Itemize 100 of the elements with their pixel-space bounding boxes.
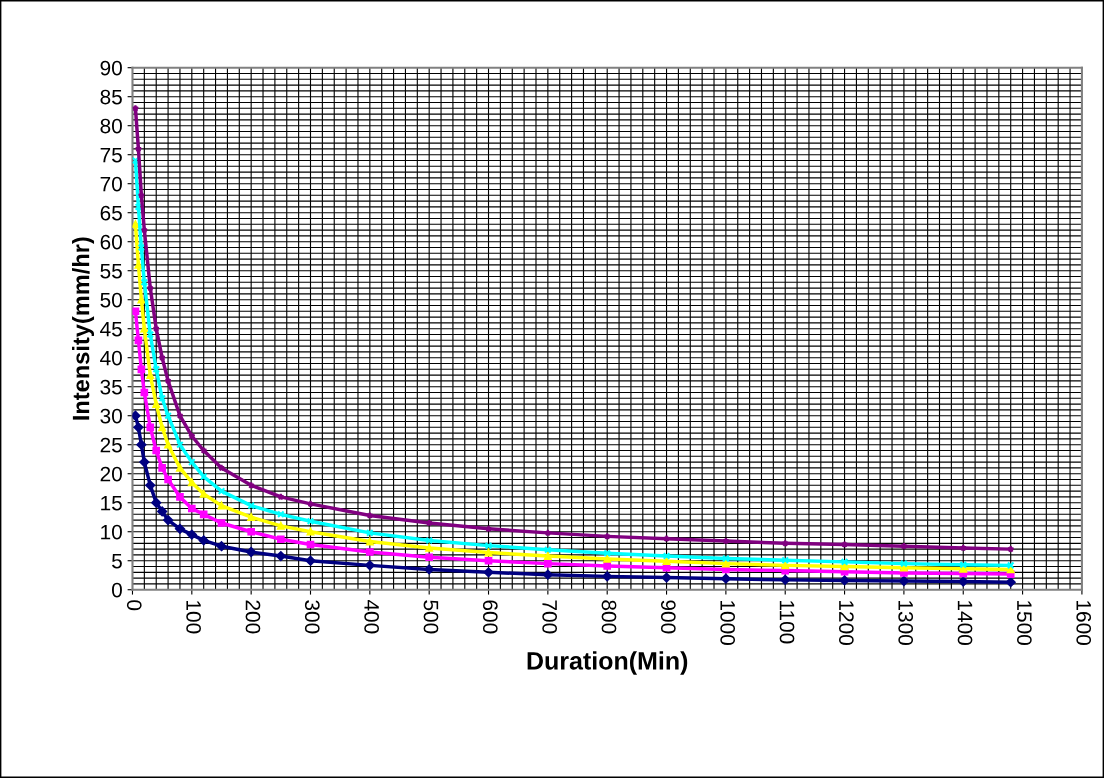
point [277,522,285,530]
point [163,515,174,526]
point [781,561,790,570]
point [662,552,671,560]
x-tick-label: 100 [186,601,201,634]
point [247,501,255,510]
point [136,439,147,450]
point [140,388,149,397]
point [425,544,433,552]
point [132,307,140,316]
point [840,540,849,548]
point [662,557,671,566]
point [277,493,285,501]
point [164,377,172,385]
point [198,535,209,546]
y-tick-label: 85 [100,89,122,105]
y-tick-label: 30 [100,408,122,424]
point [247,513,255,522]
x-tick-label: 1000 [720,601,736,645]
point [900,542,908,550]
point [364,560,375,571]
point [722,559,730,568]
point [140,226,149,234]
point [603,532,611,540]
point [216,541,227,552]
point [306,500,315,508]
point [959,544,967,552]
y-axis-title: Intensity(mm/hr) [72,237,95,420]
point [544,559,552,568]
point [188,504,196,513]
point [134,336,143,345]
x-tick-label: 300 [304,600,320,634]
point [139,457,150,468]
point [133,422,144,433]
point [780,574,791,585]
y-tick-label: 40 [100,350,122,366]
point [425,519,433,527]
point [188,432,196,440]
point [151,497,162,508]
point [484,556,493,565]
point [152,400,161,408]
point [188,478,196,487]
x-tick-label: 1500 [1016,601,1032,645]
y-tick-label: 25 [100,437,122,453]
x-tick-label: 1200 [838,601,854,645]
point [158,394,166,403]
point [158,423,166,432]
point [484,548,493,557]
y-tick-label: 5 [112,553,122,569]
point [544,552,552,560]
y-tick-label: 10 [101,524,122,540]
point [200,446,208,454]
point [722,537,730,545]
point [544,529,552,537]
point [247,481,255,489]
y-tick-label: 20 [100,466,122,482]
y-tick-label: 35 [100,379,122,395]
point [157,506,168,517]
y-tick-label: 45 [100,321,122,337]
point [840,562,849,571]
y-tick-label: 15 [101,495,122,511]
point [959,560,968,569]
point [603,555,612,563]
point [164,440,172,449]
y-tick-label: 80 [100,118,122,134]
point [217,464,226,472]
y-tick-label: 0 [111,582,122,598]
point [132,220,140,229]
y-tick-label: 75 [100,147,122,163]
point [145,480,156,491]
y-tick-label: 55 [100,263,122,279]
x-tick-label: 1100 [779,601,795,644]
point [199,510,208,519]
point [603,562,612,570]
x-tick-label: 800 [601,600,617,634]
y-tick-label: 50 [100,292,122,308]
point [544,545,552,554]
point [132,104,140,112]
point [662,563,671,572]
point [366,537,374,546]
x-tick-label: 900 [660,600,676,634]
y-tick-label: 70 [100,176,122,192]
point [366,548,374,556]
point [306,527,315,536]
x-tick-label: 700 [542,600,558,634]
point [247,527,255,536]
point [146,371,155,379]
x-axis-title: Duration(Min) [527,651,688,675]
point [898,576,909,586]
point [186,529,197,540]
point [132,410,141,421]
point [158,464,166,472]
point [662,534,671,542]
point [134,261,143,269]
point [275,551,286,562]
point [277,535,285,544]
point [781,539,789,547]
point [137,191,146,199]
x-tick-label: 0 [126,600,142,611]
point [176,464,184,472]
